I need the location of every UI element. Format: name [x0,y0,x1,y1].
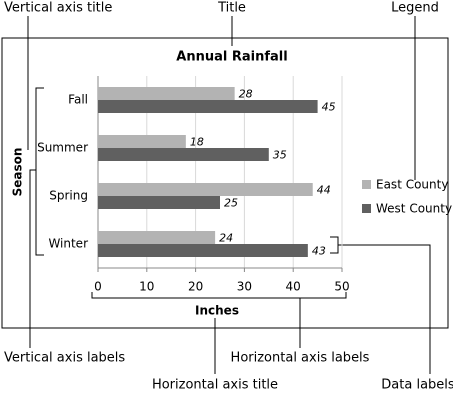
bar [98,148,269,161]
y-tick-label: Fall [68,93,88,107]
annotation: Legend [391,1,439,16]
y-axis-title: Season [11,148,25,197]
annotation: Horizontal axis title [152,378,278,393]
chart-title: Annual Rainfall [176,50,287,65]
bar [98,231,216,244]
x-tick-label: 20 [188,280,203,294]
legend-label: West County [376,202,452,216]
x-axis-title: Inches [195,304,239,318]
x-tick-label: 0 [94,280,102,294]
annotation: Horizontal axis labels [231,351,370,366]
data-label: 24 [219,232,233,245]
y-tick-label: Winter [48,237,88,251]
x-tick-label: 10 [139,280,154,294]
annotation: Title [217,1,246,16]
legend-label: East County [376,178,448,192]
data-label: 45 [322,101,336,114]
bar [98,135,186,148]
bar [98,196,220,209]
data-label: 35 [273,149,287,162]
legend-swatch [362,180,371,189]
bar [98,244,308,257]
x-tick-label: 50 [334,280,349,294]
annotation: Vertical axis title [4,1,112,16]
data-label: 28 [239,88,253,101]
callouts [27,16,431,374]
bar [98,87,235,100]
x-tick-label: 40 [286,280,301,294]
x-tick-label: 30 [237,280,252,294]
data-label: 25 [224,197,238,210]
y-tick-label: Summer [37,141,88,155]
annotation: Data labels [381,378,453,393]
data-label: 43 [312,245,326,258]
bar [98,183,313,196]
annotation: Vertical axis labels [4,351,125,366]
legend-swatch [362,204,371,213]
bar [98,100,318,113]
data-label: 18 [190,136,204,149]
data-label: 44 [317,184,331,197]
y-tick-label: Spring [49,189,88,203]
